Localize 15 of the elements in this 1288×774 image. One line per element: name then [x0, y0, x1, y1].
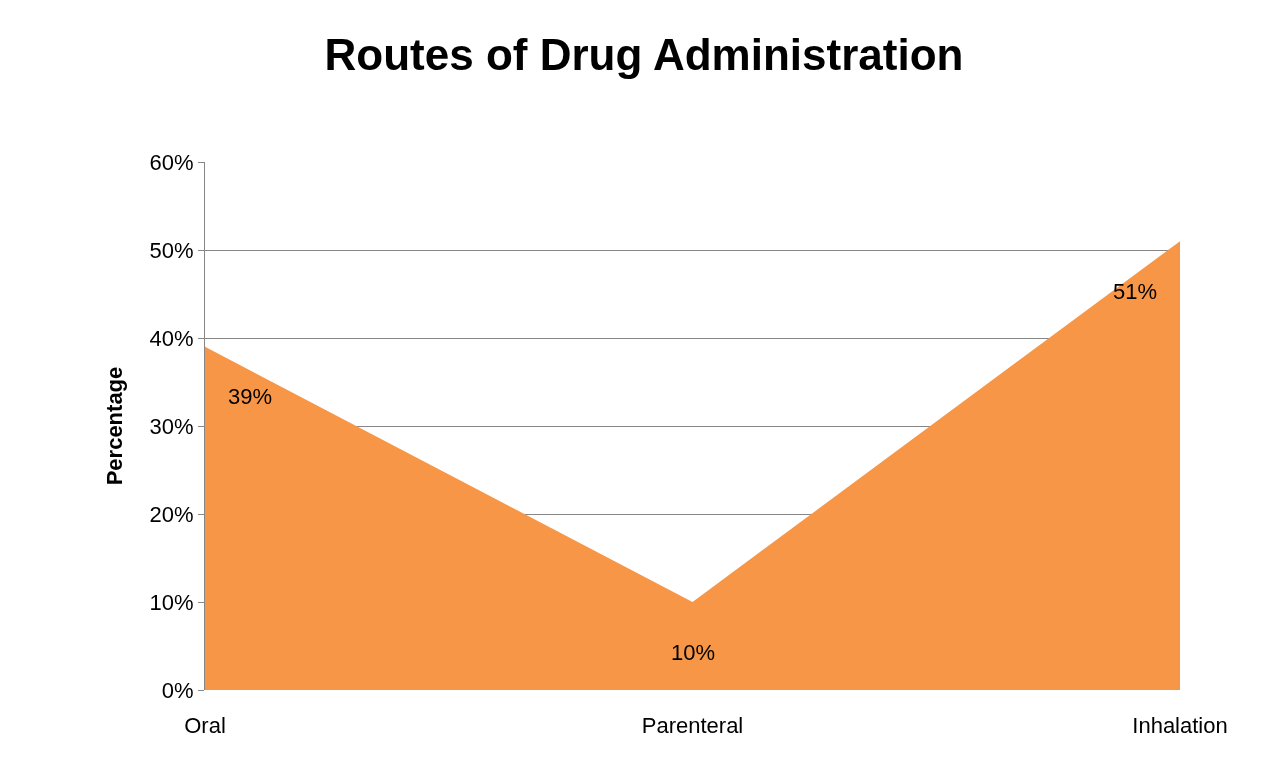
y-tick-label: 10%	[149, 589, 194, 615]
data-label: 39%	[228, 384, 273, 409]
y-axis-title: Percentage	[102, 366, 128, 486]
data-label: 10%	[671, 640, 716, 665]
y-tick-label: 0%	[161, 677, 194, 703]
data-label: 51%	[1113, 279, 1158, 304]
chart-title: Routes of Drug Administration	[324, 29, 964, 79]
x-tick-label: Oral	[184, 713, 226, 738]
y-tick-label: 50%	[149, 237, 194, 263]
y-tick-label: 60%	[149, 149, 194, 175]
x-tick-label: Inhalation	[1132, 713, 1228, 738]
y-tick-label: 30%	[149, 413, 194, 439]
y-tick-label: 20%	[149, 501, 194, 527]
x-tick-label: Parenteral	[641, 713, 744, 738]
y-tick-label: 40%	[149, 325, 194, 351]
